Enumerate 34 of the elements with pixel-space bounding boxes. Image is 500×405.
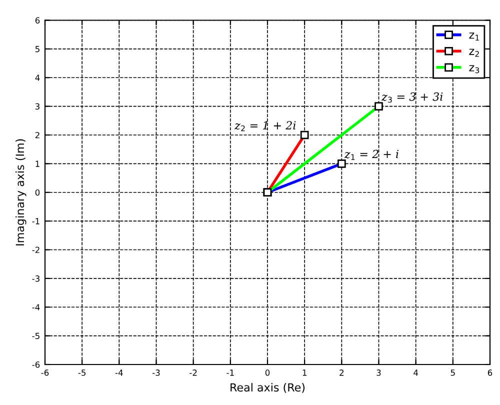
x-tick-label: -2: [190, 370, 197, 376]
x-tick-label: 2: [340, 370, 344, 376]
y-tick-label: 2: [35, 132, 40, 138]
x-tick-label: -1: [226, 370, 234, 376]
x-tick-label: -4: [115, 370, 123, 376]
y-tick-label: -4: [32, 304, 40, 310]
y-tick-label: -5: [32, 332, 40, 340]
x-tick-label: 1: [302, 370, 306, 376]
legend-label: z$_{3}$: [469, 65, 480, 74]
y-tick-label: -1: [32, 218, 40, 224]
y-tick-label: 0: [35, 189, 40, 196]
annotation: z$_{3}$ = 3 + 3i: [381, 92, 443, 103]
y-tick-label: -6: [32, 361, 40, 368]
y-tick-label: 6: [35, 17, 40, 24]
legend-label: z$_{2}$: [469, 48, 479, 57]
y-tick-label: -3: [32, 275, 40, 282]
y-axis-title: Imaginary axis (Im): [16, 139, 26, 246]
x-tick-label: 4: [414, 370, 418, 376]
x-tick-label: -6: [41, 370, 49, 376]
x-tick-label: 0: [265, 370, 270, 376]
y-tick-label: 4: [35, 74, 40, 81]
x-tick-label: 3: [376, 370, 381, 376]
x-tick-label: 6: [488, 370, 492, 376]
x-tick-label: -5: [78, 370, 86, 376]
x-tick-label: 5: [450, 370, 455, 376]
annotation: z$_{1}$ = 2 + i: [344, 150, 398, 160]
legend-label: z$_{1}$: [469, 32, 479, 40]
annotation: z$_{2}$ = 1 + 2i: [234, 121, 296, 132]
y-tick-label: 1: [36, 160, 40, 167]
y-tick-label: -2: [32, 246, 40, 253]
x-axis-title: Real axis (Re): [230, 382, 305, 393]
y-tick-label: 3: [35, 103, 40, 110]
y-tick-label: 5: [35, 46, 40, 52]
x-tick-label: -3: [152, 370, 160, 376]
